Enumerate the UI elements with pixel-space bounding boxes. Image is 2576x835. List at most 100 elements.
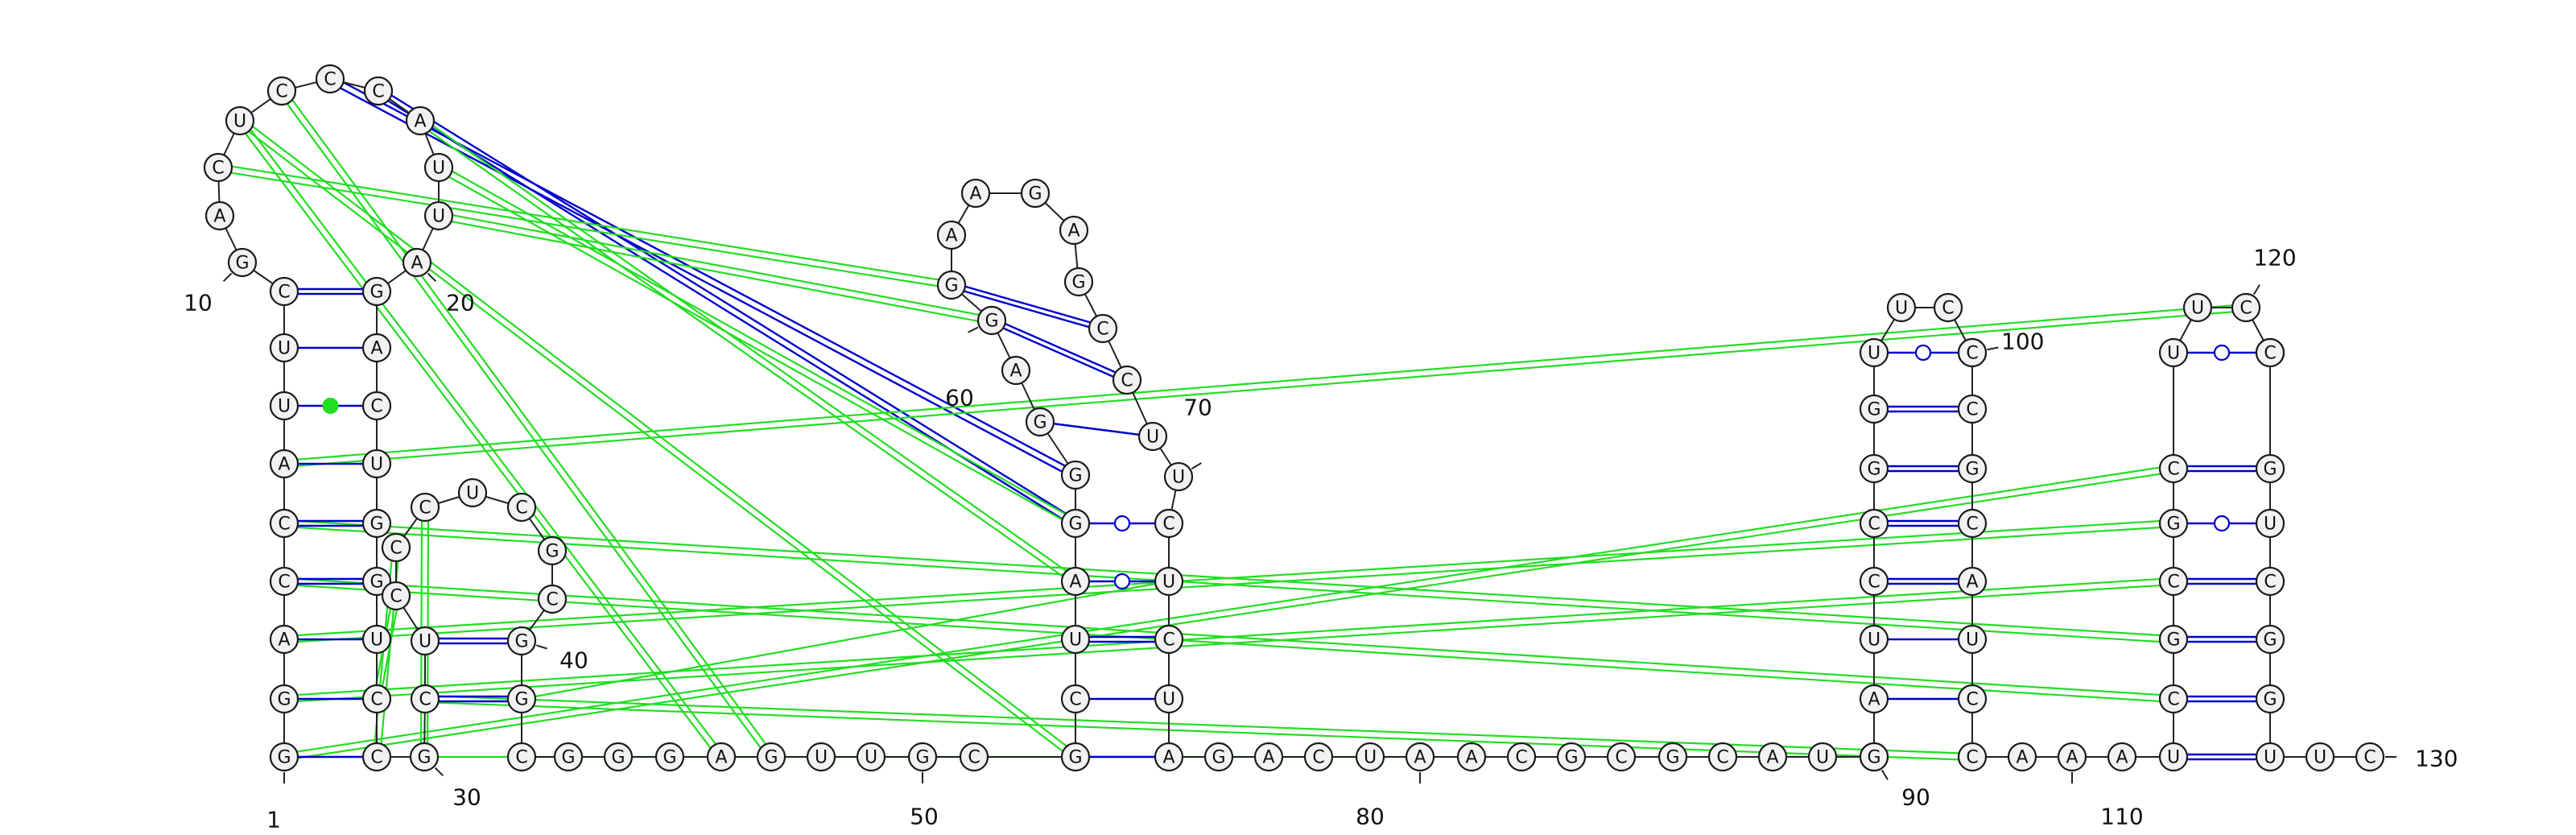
nucleotide-circle (381, 532, 411, 563)
nucleotide: G (1063, 267, 1094, 297)
nucleotide-circle (959, 742, 989, 772)
nucleotide-letter: U (233, 112, 246, 132)
nucleotide-circle (361, 742, 392, 772)
nucleotide-letter: C (1966, 690, 1978, 710)
number-label-1: 1 (266, 807, 281, 833)
nucleotide: C (381, 532, 411, 563)
nucleotide-letter: G (277, 690, 291, 710)
tick-mark (1987, 346, 1999, 351)
nucleotide: C (1957, 508, 1988, 539)
nucleotide-circle (410, 626, 440, 656)
nucleotide: U (1859, 337, 1889, 368)
nucleotide-letter: A (1162, 748, 1174, 768)
nucleotide-circle (381, 581, 411, 611)
base-pair-line (990, 321, 1127, 383)
nucleotide: G (976, 305, 1007, 336)
nucleotide-circle (1154, 684, 1184, 714)
nucleotide-letter: U (2264, 748, 2277, 768)
nucleotide: A (2057, 742, 2087, 772)
nucleotide: G (2255, 684, 2285, 714)
tertiary-line (284, 577, 2174, 697)
nucleotide: A (1757, 742, 1788, 772)
nucleotide: C (361, 684, 392, 714)
nucleotide-circle (409, 742, 440, 772)
nucleotide-letter: U (466, 484, 479, 504)
number-label-60: 60 (945, 385, 974, 411)
nucleotide-circle (1957, 453, 1988, 484)
nucleotide: C (269, 508, 299, 539)
nucleotide-circle (1025, 407, 1055, 437)
nucleotide-circle (1253, 742, 1284, 772)
nucleotide: C (1154, 508, 1184, 539)
nucleotide: A (960, 178, 991, 209)
nucleotide-letter: G (369, 283, 383, 303)
nucleotide-letter: A (411, 254, 423, 274)
nucleotide: A (269, 449, 299, 479)
nucleotide-circle (1859, 624, 1889, 655)
nucleotide: G (603, 742, 634, 772)
nucleotide: G (553, 742, 584, 772)
nucleotide-circle (1957, 742, 1988, 772)
nucleotide-letter: U (2264, 515, 2277, 535)
nucleotide: U (1807, 742, 1838, 772)
nucleotide: G (2255, 624, 2285, 655)
nucleotide: G (1657, 742, 1688, 772)
nucleotide-circle (405, 105, 436, 136)
nucleotide: C (2255, 566, 2285, 597)
nucleotide-letter: G (235, 254, 249, 274)
nucleotide-circle (537, 584, 568, 614)
nucleotide-circle (603, 742, 634, 772)
nucleotide-letter: G (1068, 515, 1082, 535)
nucleotide-letter: C (278, 283, 290, 303)
nucleotide-circle (2107, 742, 2137, 772)
nucleotide-letter: G (1867, 460, 1880, 480)
nucleotide-circle (1657, 742, 1688, 772)
nucleotide-letter: G (1068, 748, 1082, 768)
nucleotide-letter: C (419, 690, 431, 710)
nucleotide: G (1060, 460, 1091, 490)
nucleotide: A (1405, 742, 1435, 772)
nucleotide: C (2255, 337, 2285, 368)
nucleotide-circle (1957, 684, 1988, 714)
number-label-130: 130 (2415, 746, 2458, 772)
nucleotide: C (537, 584, 568, 614)
nucleotide: G (361, 276, 392, 307)
nucleotide-letter: C (324, 70, 336, 90)
nucleotide-letter: G (545, 542, 559, 562)
nucleotide-letter: U (1146, 428, 1159, 448)
nucleotide-letter: C (2167, 690, 2179, 710)
nucleotide-letter: C (1121, 371, 1133, 391)
nucleotide: C (2355, 742, 2385, 772)
nucleotide-letter: C (1966, 515, 1978, 535)
nucleotide-circle (423, 200, 454, 231)
nucleotide: C (410, 684, 440, 714)
base-pair-line (992, 317, 1129, 379)
nucleotide-circle (856, 742, 886, 772)
nucleotide-circle (1060, 624, 1091, 655)
nucleotide-letter: G (611, 748, 625, 768)
nucleotide-circle (1001, 355, 1031, 386)
nucleotide-circle (410, 492, 440, 523)
nucleotide: A (1456, 742, 1487, 772)
nucleotide: U (1886, 292, 1917, 323)
nucleotide: U (2255, 508, 2285, 539)
nucleotide-letter: C (372, 82, 384, 102)
nucleotide-circle (2255, 453, 2285, 484)
tick-mark (968, 326, 979, 333)
nucleotide: U (1137, 421, 1168, 452)
nucleotide-letter: G (1867, 400, 1880, 420)
nucleotide: A (361, 333, 392, 363)
nucleotide: C (363, 76, 394, 106)
nucleotide-circle (225, 105, 255, 136)
nucleotide-letter: G (1867, 748, 1880, 768)
nucleotide-circle (1556, 742, 1587, 772)
nucleotide: G (269, 684, 299, 714)
tertiary-line (283, 303, 2246, 462)
nucleotide-letter: A (945, 226, 957, 246)
nucleotide-circle (1606, 742, 1637, 772)
nucleotide-letter: A (1067, 221, 1080, 242)
pair-symbol (1113, 573, 1131, 590)
nucleotide: U (2158, 742, 2189, 772)
nucleotide-circle (269, 449, 299, 479)
nucleotide: U (1859, 624, 1889, 655)
